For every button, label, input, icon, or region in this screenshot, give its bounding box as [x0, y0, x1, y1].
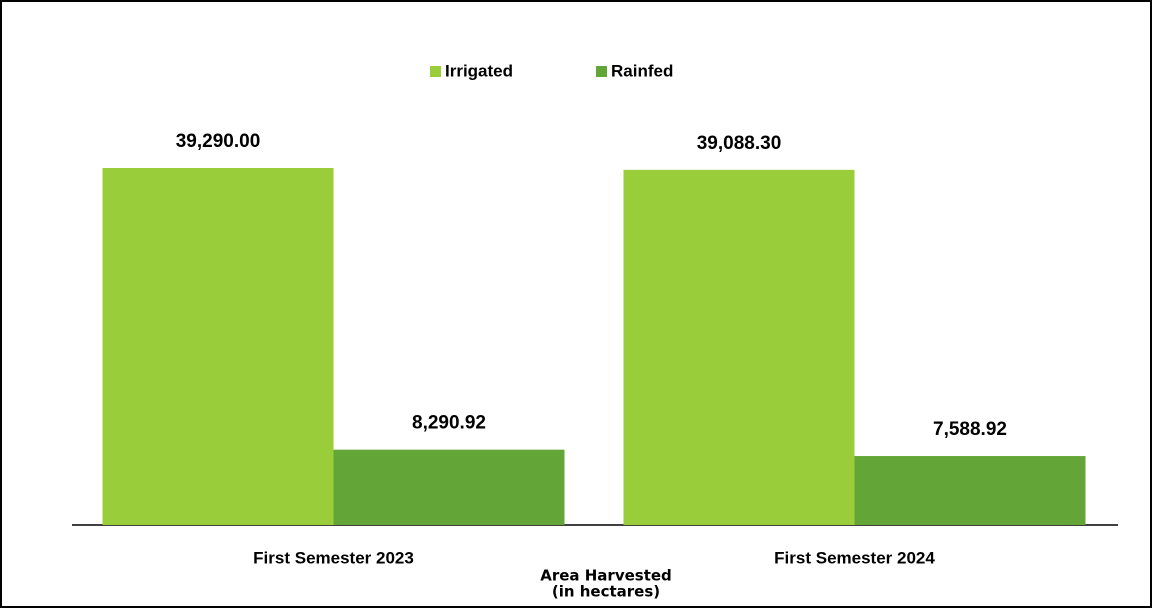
- legend-swatch: [596, 66, 607, 77]
- value-label: 39,088.30: [697, 133, 782, 154]
- legend-label: Rainfed: [611, 61, 673, 80]
- x-axis-label: (in hectares): [552, 583, 660, 601]
- x-tick-label: First Semester 2023: [253, 548, 414, 567]
- bar: [623, 169, 855, 525]
- value-label: 8,290.92: [412, 413, 486, 434]
- bar: [854, 456, 1086, 525]
- legend-swatch: [430, 66, 441, 77]
- value-label: 7,588.92: [933, 419, 1007, 440]
- legend-label: Irrigated: [445, 61, 513, 80]
- value-label: 39,290.00: [176, 131, 261, 152]
- x-tick-label: First Semester 2024: [774, 548, 935, 567]
- x-axis-label: Area Harvested: [540, 567, 672, 585]
- bar: [102, 168, 334, 525]
- bar: [333, 449, 565, 525]
